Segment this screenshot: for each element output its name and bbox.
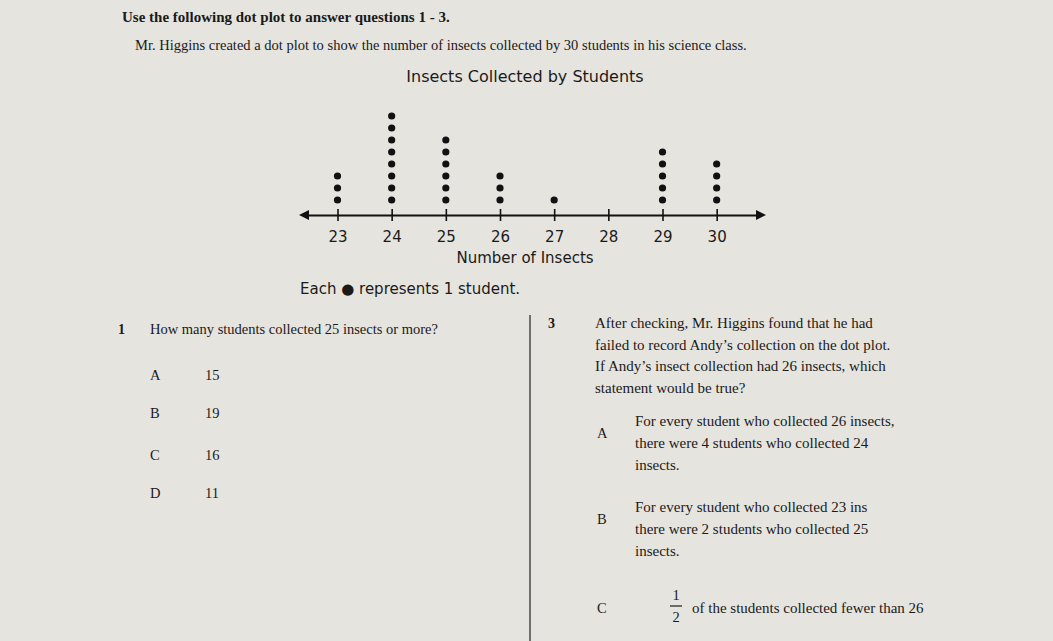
circle-dot [388,160,395,167]
option-text: 19 [205,405,220,421]
tick-label: 28 [599,228,618,246]
tick: 26 [491,209,510,246]
option-letter: B [597,511,607,527]
circle-dot [496,196,503,203]
circle-dot [496,184,503,191]
circle-dot [713,196,720,203]
axis-line [306,214,761,216]
option-text: For every student who collected 26 insec… [635,413,895,429]
tick-mark [391,209,393,221]
tick-label: 30 [708,228,727,246]
tick-label: 25 [437,228,456,246]
x-axis: 23 24 25 26 27 28 29 30 [306,209,761,246]
circle-dot [659,196,666,203]
axis-arrow [756,210,766,220]
tick-label: 29 [653,228,672,246]
question-text: After checking, Mr. Higgins found that h… [595,315,873,331]
tick-label: 23 [328,228,347,246]
paper [0,0,1053,641]
circle-dot [442,184,449,191]
tick: 28 [599,209,618,246]
circle-dot [388,172,395,179]
option-letter: C [150,447,160,463]
option-text: insects. [635,457,680,473]
question-text: How many students collected 25 insects o… [150,321,438,337]
circle-dot [659,148,666,155]
tick: 23 [328,209,347,246]
circle-dot [388,136,395,143]
tick: 30 [708,209,727,246]
circle-dot [442,160,449,167]
circle-dot [334,172,341,179]
option-letter: C [597,600,607,616]
fraction-bar [670,605,682,606]
circle-dot [334,196,341,203]
question-number: 1 [118,322,125,337]
tick-mark [337,209,339,221]
legend-note: Each ● represents 1 student. [300,280,520,298]
circle-dot [388,124,395,131]
question-text: If Andy’s insect collection had 26 insec… [595,358,886,374]
option-text: 15 [205,367,220,383]
question-number: 3 [548,316,555,331]
circle-dot [388,184,395,191]
tick-mark [716,209,718,221]
circle-dot [334,184,341,191]
tick-mark [608,209,610,221]
axis-arrow [299,210,309,220]
option-text: of the students collected fewer than 26 [692,600,924,616]
option-letter: D [150,485,160,501]
circle-dot [713,160,720,167]
option-text: For every student who collected 23 ins [635,499,868,515]
instruction: Use the following dot plot to answer que… [122,9,450,25]
fraction-denominator: 2 [672,609,679,625]
option-text: insects. [635,543,680,559]
circle-dot [496,172,503,179]
tick-mark [662,209,664,221]
x-axis-title: Number of Insects [456,249,593,267]
option-text: there were 2 students who collected 25 [635,521,868,537]
dots [334,112,720,203]
question-text: failed to record Andy’s collection on th… [595,337,890,353]
intro: Mr. Higgins created a dot plot to show t… [135,37,747,53]
circle-dot [659,172,666,179]
option-letter: A [150,367,161,383]
tick-label: 24 [383,228,402,246]
circle-dot [388,112,395,119]
tick-mark [554,209,556,221]
tick-label: 26 [491,228,510,246]
option-text: 16 [205,447,220,463]
question-text: statement would be true? [595,380,746,396]
tick: 24 [383,209,402,246]
option-letter: A [597,425,608,441]
tick-label: 27 [545,228,564,246]
circle-dot [551,196,558,203]
circle-dot [659,184,666,191]
circle-dot [442,196,449,203]
divider [529,315,530,641]
option-letter: B [150,405,160,421]
fraction-numerator: 1 [672,587,679,603]
circle-dot [388,148,395,155]
option-text: there were 4 students who collected 24 [635,435,869,451]
tick: 25 [437,209,456,246]
circle-dot [659,160,666,167]
tick: 27 [545,209,564,246]
circle-dot [442,136,449,143]
tick-mark [500,209,502,221]
circle-dot [713,184,720,191]
circle-dot [442,148,449,155]
circle-dot [388,196,395,203]
circle-dot [713,172,720,179]
tick: 29 [653,209,672,246]
option-text: 11 [205,485,219,501]
chart-title: Insects Collected by Students [406,67,643,86]
tick-mark [446,209,448,221]
page: Use the following dot plot to answer que… [0,0,1053,641]
circle-dot [442,172,449,179]
